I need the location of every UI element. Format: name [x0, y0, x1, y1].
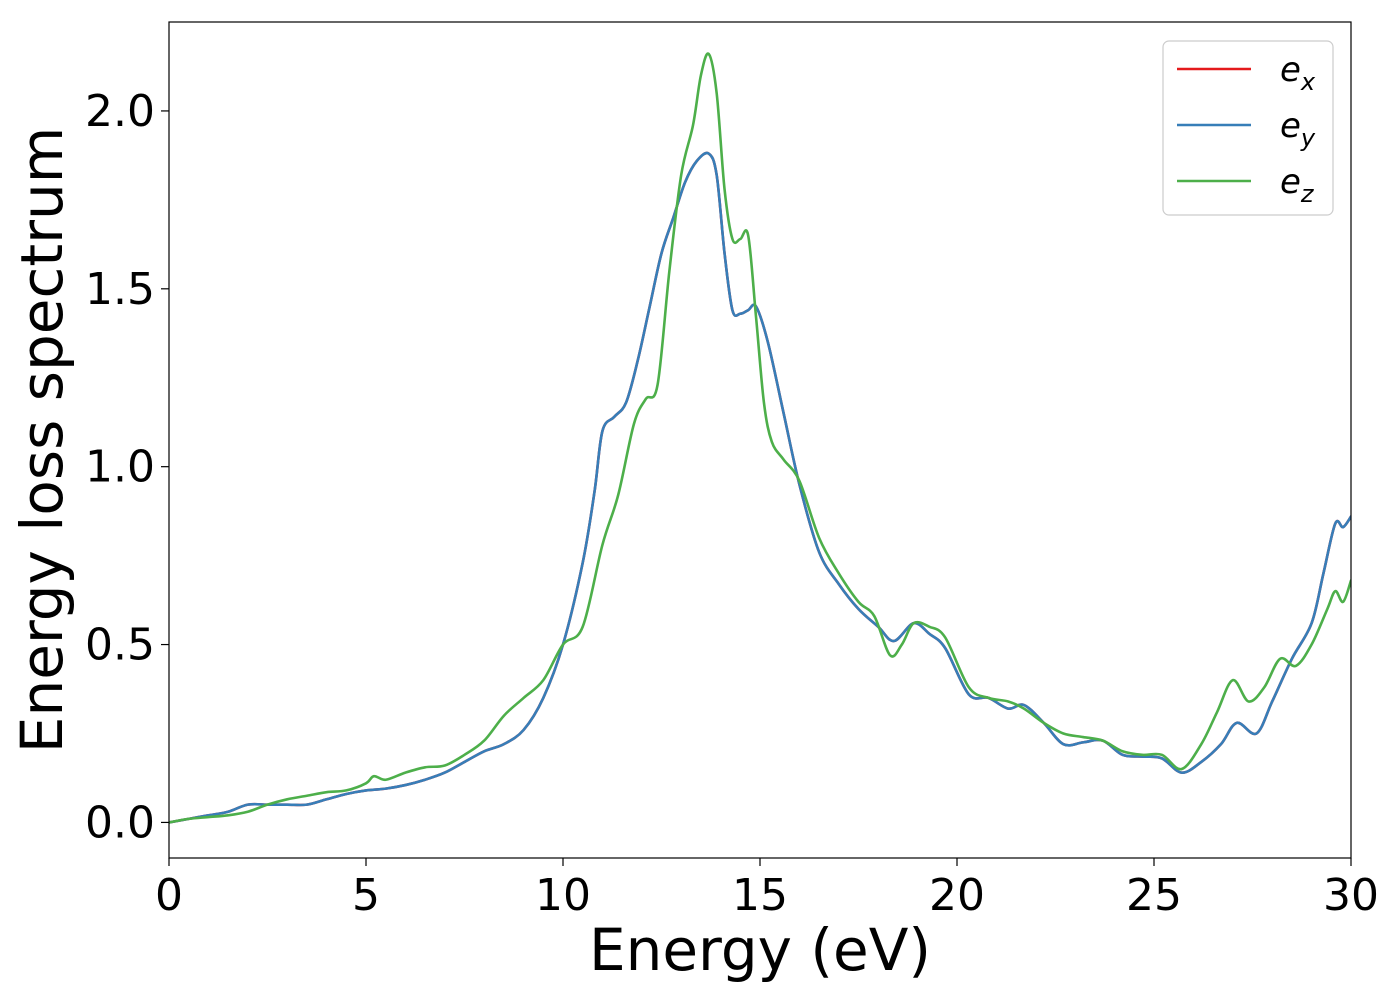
legend-label: ex — [1280, 50, 1316, 96]
x-tick-label: 25 — [1126, 870, 1182, 921]
legend: ex ey ez — [1162, 40, 1334, 216]
y-axis: 0.0 0.5 1.0 1.5 2.0 — [85, 86, 169, 848]
x-tick-label: 0 — [155, 870, 183, 921]
series-line-ey — [169, 151, 1351, 824]
x-tick-label: 20 — [929, 870, 985, 921]
x-tick-label: 30 — [1323, 870, 1379, 921]
x-tick-label: 5 — [352, 870, 380, 921]
y-axis-title: Energy loss spectrum — [8, 127, 76, 753]
legend-label: ey — [1280, 106, 1316, 152]
series-layer — [169, 52, 1351, 824]
y-tick-label: 0.0 — [85, 797, 155, 848]
x-tick-label: 15 — [732, 870, 788, 921]
legend-label: ez — [1280, 162, 1315, 208]
y-tick-label: 1.5 — [85, 264, 155, 315]
x-axis: 0 5 10 15 20 25 30 — [155, 858, 1379, 921]
x-axis-title: Energy (eV) — [589, 916, 931, 984]
legend-box — [1162, 40, 1334, 216]
y-tick-label: 0.5 — [85, 620, 155, 671]
y-tick-label: 1.0 — [85, 442, 155, 493]
x-tick-label: 10 — [535, 870, 591, 921]
y-tick-label: 2.0 — [85, 86, 155, 137]
series-line-ez — [169, 52, 1351, 824]
